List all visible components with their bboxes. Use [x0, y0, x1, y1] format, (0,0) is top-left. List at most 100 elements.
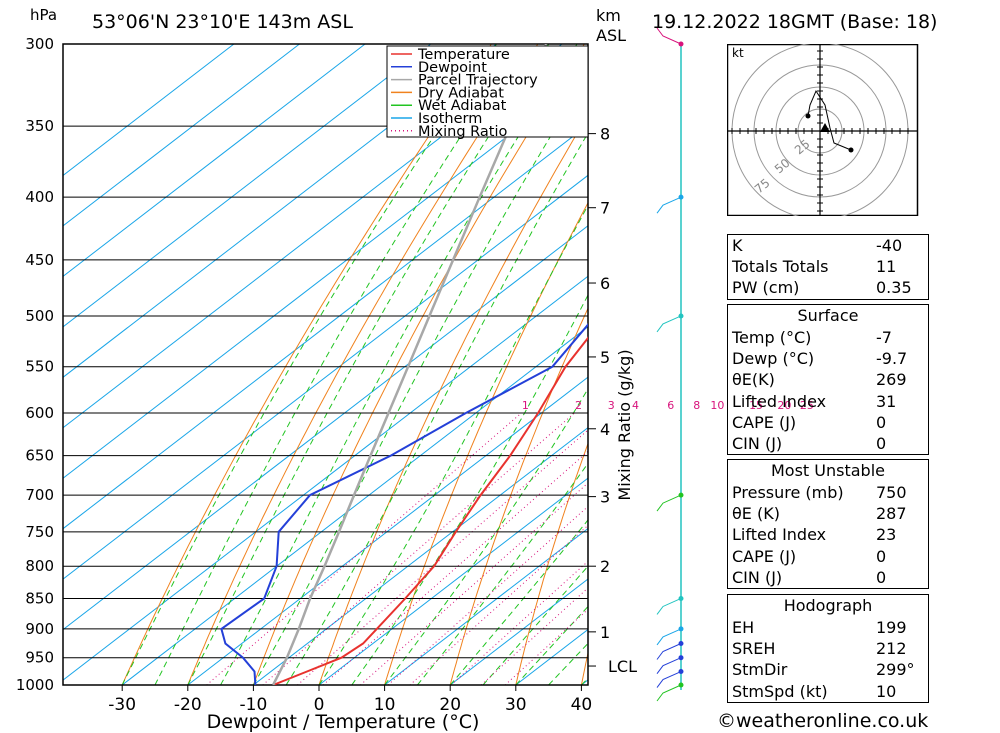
- row-value: -40: [876, 236, 903, 255]
- wind-barb: [656, 315, 682, 333]
- isotherm-line: [63, 44, 432, 328]
- row-label: CAPE (J): [732, 546, 797, 566]
- table-row: K -40: [728, 235, 928, 256]
- row-value: 0: [876, 433, 887, 453]
- isotherm-line: [63, 275, 588, 681]
- pressure-tick-label: 900: [25, 620, 54, 638]
- wind-barb: [656, 643, 682, 660]
- hodograph-unit: kt: [732, 46, 744, 60]
- legend-label: Parcel Trajectory: [418, 73, 538, 89]
- mixing-ratio-label: 20: [777, 399, 791, 412]
- row-label: Dewp (°C): [732, 349, 815, 369]
- isotherm-line: [253, 426, 588, 685]
- row-value: -7: [876, 328, 892, 347]
- height-label: 5: [600, 348, 610, 367]
- table-row: SREH 212: [728, 638, 928, 659]
- hodograph-point: [848, 147, 854, 153]
- row-label: Totals Totals: [732, 257, 829, 277]
- isotherm-line: [384, 527, 588, 685]
- height-unit-km: km: [596, 6, 621, 25]
- mixing-ratio-line: [322, 450, 588, 685]
- row-value: -9.7: [876, 349, 908, 369]
- pressure-tick-label: 350: [25, 117, 54, 135]
- table-row: Temp (°C) -7: [728, 327, 928, 348]
- pressure-tick-label: 450: [25, 251, 54, 269]
- isotherm-line: [121, 326, 588, 685]
- plot-border: [62, 43, 589, 686]
- table-title: Hodograph: [783, 596, 873, 615]
- pressure-tick-label: 500: [25, 307, 54, 325]
- dry-adiabat-line: [449, 307, 588, 685]
- storm-motion-marker: [820, 123, 830, 132]
- mixing-ratio-label: 8: [693, 399, 700, 412]
- table-row: CIN (J) 0: [728, 567, 928, 588]
- pressure-lines: [62, 43, 589, 686]
- row-value: 11: [876, 257, 897, 277]
- legend-label: Isotherm: [418, 111, 482, 127]
- table-row: StmSpd (kt) 10: [728, 681, 928, 702]
- height-label: 6: [600, 274, 610, 293]
- isotherm-line: [63, 174, 588, 580]
- wind-barb: [656, 671, 682, 688]
- mixing-ratio-label: 10: [710, 399, 724, 412]
- mixing-ratio-labels: 1 2 3 4 6 8 10 15 20 25: [522, 399, 814, 412]
- table-row: PW (cm) 0.35: [728, 277, 928, 298]
- x-tick-label: 10: [374, 695, 396, 715]
- mixing-ratio-axis-title: Mixing Ratio (g/kg): [615, 349, 634, 500]
- row-value: 299°: [876, 660, 915, 680]
- isotherm-line: [63, 44, 235, 177]
- table-row: CIN (J) 0: [728, 433, 928, 454]
- row-label: StmSpd (kt): [732, 681, 828, 701]
- height-label: 7: [600, 199, 610, 218]
- wind-barb: [656, 684, 682, 702]
- mixing-ratio-line: [360, 482, 588, 685]
- row-label: Lifted Index: [732, 391, 827, 411]
- table-row: EH 199: [728, 617, 928, 638]
- pressure-tick-label: 700: [25, 486, 54, 504]
- x-axis-title: Dewpoint / Temperature (°C): [207, 711, 480, 733]
- pressure-tick-label: 300: [25, 35, 54, 53]
- datetime-title: 19.12.2022 18GMT (Base: 18): [652, 11, 938, 33]
- pressure-tick-label: 750: [25, 523, 54, 541]
- wet-adiabat-line: [154, 44, 523, 685]
- series-line-parcel-trajectory: [271, 44, 548, 685]
- table-row: CAPE (J) 0: [728, 546, 928, 567]
- pressure-tick-label: 950: [25, 649, 54, 667]
- surface-table: Surface Temp (°C) -7 Dewp (°C) -9.7 θE(K) 269 L…: [727, 304, 929, 456]
- table-row: θE(K) 269: [728, 369, 928, 390]
- x-tick-label: 40: [571, 695, 593, 715]
- row-label: Lifted Index: [732, 525, 827, 545]
- dry-adiabat-line: [975, 44, 1000, 685]
- copyright: ©weatheronline.co.uk: [717, 710, 929, 732]
- hodograph-point: [805, 113, 811, 119]
- row-label: CIN (J): [732, 433, 783, 453]
- wind-profile: [656, 27, 684, 702]
- mixing-ratio-label: 2: [575, 399, 582, 412]
- table-row: StmDir 299°: [728, 659, 928, 680]
- pressure-tick-label: 1000: [16, 676, 54, 694]
- legend-label: Mixing Ratio: [418, 124, 508, 140]
- table-row: Lifted Index 31: [728, 391, 928, 412]
- x-tick-label: 30: [505, 695, 527, 715]
- legend-label: Dewpoint: [418, 60, 487, 76]
- mixing-ratio-label: 1: [522, 399, 529, 412]
- row-label: θE(K): [732, 370, 775, 390]
- most-unstable-table: Most Unstable Pressure (mb) 750 θE (K) 287 Li…: [727, 459, 929, 589]
- x-tick-label: -30: [108, 695, 136, 715]
- pressure-tick-label: 600: [25, 404, 54, 422]
- table-row: CAPE (J) 0: [728, 412, 928, 433]
- row-label: SREH: [732, 639, 776, 659]
- wind-barb: [656, 657, 682, 674]
- isotherm-line: [63, 44, 300, 227]
- table-row: Lifted Index 23: [728, 524, 928, 545]
- height-label: 1: [600, 623, 610, 642]
- row-value: 0: [876, 546, 887, 566]
- height-unit-asl: ASL: [596, 26, 627, 45]
- row-value: 0.35: [876, 278, 912, 298]
- wet-adiabat-line: [318, 204, 588, 685]
- isotherm-line: [63, 44, 366, 278]
- pressure-tick-label: 800: [25, 557, 54, 575]
- table-row: θE (K) 287: [728, 503, 928, 524]
